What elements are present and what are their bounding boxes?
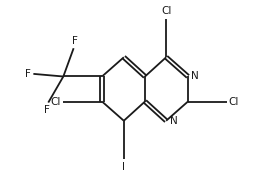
Text: N: N [170,116,177,126]
Text: Cl: Cl [161,6,171,16]
Text: Cl: Cl [51,96,61,106]
Text: I: I [122,162,125,172]
Text: F: F [44,105,49,115]
Text: F: F [72,36,77,46]
Text: N: N [191,72,199,82]
Text: F: F [25,69,31,79]
Text: Cl: Cl [229,96,239,106]
